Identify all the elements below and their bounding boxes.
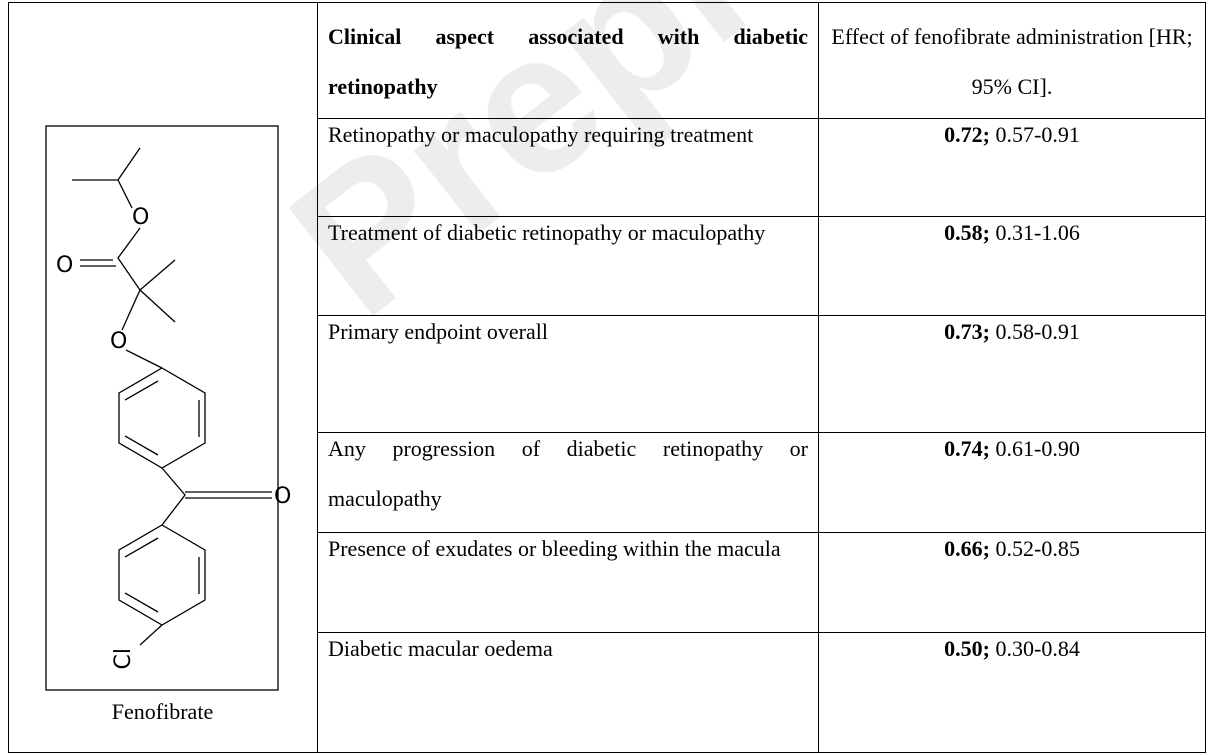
rule xyxy=(317,2,318,752)
rule xyxy=(8,752,1206,753)
structure-frame xyxy=(45,125,279,691)
rule xyxy=(317,216,1206,217)
atom-label: O xyxy=(110,329,127,354)
rule xyxy=(317,432,1206,433)
atom-label: O xyxy=(274,484,291,509)
hr-cell: 0.73; 0.58-0.91 xyxy=(818,307,1206,357)
hr-value: 0.50; xyxy=(944,636,990,661)
ci-value: 0.58-0.91 xyxy=(995,319,1080,344)
cell-text: Retinopathy or maculopathy requiring tre… xyxy=(328,122,754,147)
rule xyxy=(818,2,819,752)
cell-text: Primary endpoint overall xyxy=(328,319,548,344)
ci-value: 0.61-0.90 xyxy=(995,436,1080,461)
rule xyxy=(317,118,1206,119)
atom-label: Cl xyxy=(111,648,136,669)
hr-value: 0.72; xyxy=(944,122,990,147)
hr-cell: 0.72; 0.57-0.91 xyxy=(818,110,1206,160)
header-cell: Clinical aspect associated with diabetic… xyxy=(328,24,808,99)
rule xyxy=(1205,2,1206,752)
hr-cell: 0.74; 0.61-0.90 xyxy=(818,424,1206,474)
structure: O O O O Cl xyxy=(45,125,291,691)
hr-value: 0.73; xyxy=(944,319,990,344)
ci-value: 0.30-0.84 xyxy=(995,636,1080,661)
rule xyxy=(8,2,9,752)
ci-value: 0.31-1.06 xyxy=(995,220,1080,245)
atom-label: O xyxy=(56,253,73,278)
rule xyxy=(317,632,1206,633)
ci-value: 0.52-0.85 xyxy=(995,536,1080,561)
hr-value: 0.58; xyxy=(944,220,990,245)
bonds xyxy=(72,147,272,646)
cell-text: Presence of exudates or bleeding within … xyxy=(328,536,781,561)
hr-cell: 0.66; 0.52-0.85 xyxy=(818,524,1206,574)
cell-text: Any progression of diabetic retinopathy … xyxy=(328,436,808,511)
rule xyxy=(8,2,1206,3)
rule xyxy=(317,532,1206,533)
caption: Fenofibrate xyxy=(111,699,214,724)
atom-label: O xyxy=(132,205,149,230)
rule xyxy=(317,315,1206,316)
cell-text: Treatment of diabetic retinopathy or mac… xyxy=(328,220,766,245)
hr-value: 0.74; xyxy=(944,436,990,461)
hr-cell: 0.58; 0.31-1.06 xyxy=(818,208,1206,258)
cell-text: Diabetic macular oedema xyxy=(328,636,553,661)
header-cell: Effect of fenofibrate administration [HR… xyxy=(831,24,1193,99)
hr-cell: 0.50; 0.30-0.84 xyxy=(818,624,1206,674)
ci-value: 0.57-0.91 xyxy=(995,122,1080,147)
hr-value: 0.66; xyxy=(944,536,990,561)
